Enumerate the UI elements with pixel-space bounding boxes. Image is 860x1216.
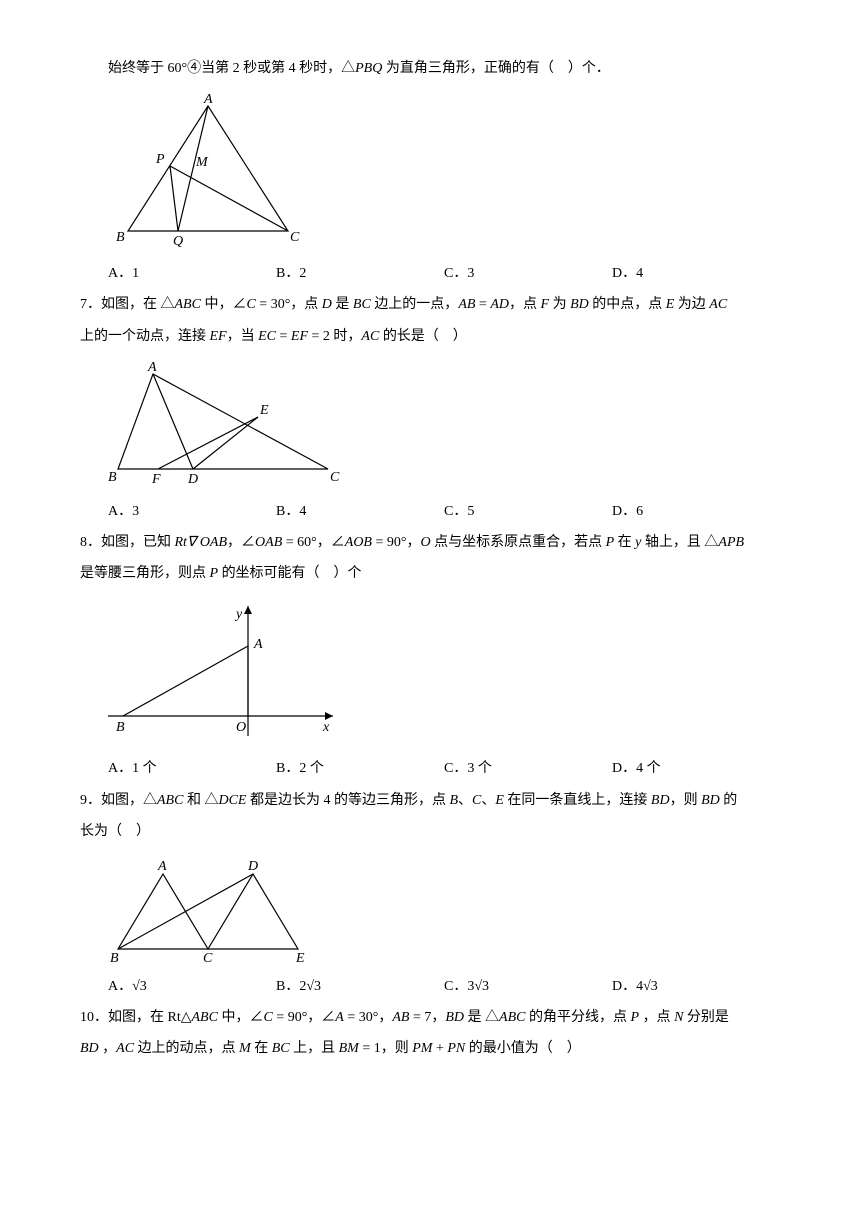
q7-text-line2: 上的一个动点，连接 EF，当 EC = EF = 2 时，AC 的长是（ ） — [80, 324, 780, 349]
q7-option-b[interactable]: B．4 — [276, 499, 444, 524]
q6-option-b[interactable]: B．2 — [276, 261, 444, 286]
q8-options: A．1 个 B．2 个 C．3 个 D．4 个 — [108, 756, 780, 781]
svg-text:Q: Q — [173, 234, 183, 249]
q10-text: 10．如图，在 Rt△ABC 中，∠C = 90°，∠A = 30°，AB = … — [80, 1005, 780, 1030]
q6-figure: A P M B Q C — [108, 91, 780, 251]
q7-text: 7．如图，在 △ABC 中，∠C = 30°，点 D 是 BC 边上的一点，AB… — [80, 292, 780, 317]
svg-text:B: B — [116, 720, 125, 735]
q9-text: 9．如图，△ABC 和 △DCE 都是边长为 4 的等边三角形，点 B、C、E … — [80, 788, 780, 813]
svg-text:M: M — [195, 155, 209, 170]
q6-options: A．1 B．2 C．3 D．4 — [108, 261, 780, 286]
q8-option-c[interactable]: C．3 个 — [444, 756, 612, 781]
q8-figure: y x A B O — [108, 596, 780, 746]
q8-option-b[interactable]: B．2 个 — [276, 756, 444, 781]
svg-text:C: C — [290, 230, 300, 245]
svg-text:x: x — [322, 720, 330, 735]
q9-option-d[interactable]: D．4√3 — [612, 974, 780, 999]
q7-figure: A B C D E F — [108, 359, 780, 489]
q9-figure: A D B C E — [108, 854, 780, 964]
q7-option-d[interactable]: D．6 — [612, 499, 780, 524]
svg-text:P: P — [155, 152, 165, 167]
q9-options: A．√3 B．2√3 C．3√3 D．4√3 — [108, 974, 780, 999]
svg-text:A: A — [253, 637, 263, 652]
q6-option-c[interactable]: C．3 — [444, 261, 612, 286]
q9-text-line2: 长为（ ） — [80, 819, 780, 844]
svg-text:O: O — [236, 720, 246, 735]
svg-text:D: D — [187, 472, 198, 487]
svg-text:C: C — [330, 470, 340, 485]
svg-text:F: F — [151, 472, 161, 487]
q8-text-line2: 是等腰三角形，则点 P 的坐标可能有（ ）个 — [80, 561, 780, 586]
svg-text:A: A — [203, 92, 213, 107]
svg-text:A: A — [147, 360, 157, 375]
q10-text-line2: BD ，AC 边上的动点，点 M 在 BC 上，且 BM = 1，则 PM + … — [80, 1036, 780, 1061]
q9-option-b[interactable]: B．2√3 — [276, 974, 444, 999]
svg-text:E: E — [259, 403, 269, 418]
svg-text:B: B — [110, 951, 119, 964]
q9-option-c[interactable]: C．3√3 — [444, 974, 612, 999]
q7-option-a[interactable]: A．3 — [108, 499, 276, 524]
svg-text:D: D — [247, 859, 258, 874]
svg-text:C: C — [203, 951, 213, 964]
svg-text:B: B — [108, 470, 117, 485]
svg-text:y: y — [234, 607, 243, 622]
q9-option-a[interactable]: A．√3 — [108, 974, 276, 999]
q8-option-a[interactable]: A．1 个 — [108, 756, 276, 781]
svg-text:B: B — [116, 230, 125, 245]
q8-text: 8．如图，已知 Rt∇ OAB，∠OAB = 60°，∠AOB = 90°，O … — [80, 530, 780, 555]
q6-option-d[interactable]: D．4 — [612, 261, 780, 286]
q6-text: 始终等于 60°④当第 2 秒或第 4 秒时，△PBQ 为直角三角形，正确的有（… — [80, 56, 780, 81]
q7-option-c[interactable]: C．5 — [444, 499, 612, 524]
q7-options: A．3 B．4 C．5 D．6 — [108, 499, 780, 524]
q6-option-a[interactable]: A．1 — [108, 261, 276, 286]
q8-option-d[interactable]: D．4 个 — [612, 756, 780, 781]
svg-text:E: E — [295, 951, 305, 964]
svg-text:A: A — [157, 859, 167, 874]
